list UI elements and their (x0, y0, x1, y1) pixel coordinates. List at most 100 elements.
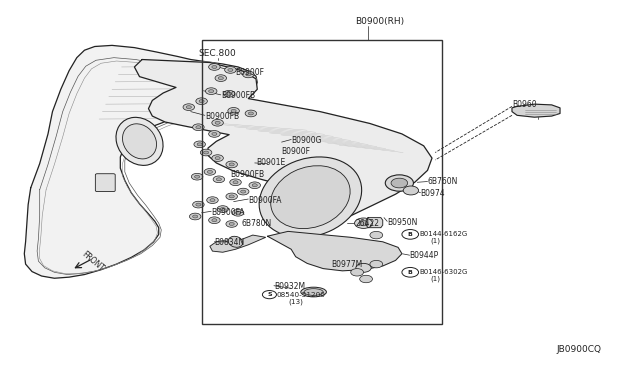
Circle shape (228, 108, 239, 114)
Circle shape (241, 190, 246, 193)
Text: B0144-6162G: B0144-6162G (419, 231, 467, 237)
Circle shape (210, 199, 215, 202)
Circle shape (215, 121, 220, 124)
Circle shape (220, 208, 225, 211)
Ellipse shape (116, 117, 163, 166)
Circle shape (189, 213, 201, 220)
Polygon shape (512, 104, 560, 117)
Text: 08540-51200: 08540-51200 (276, 292, 325, 298)
Circle shape (204, 151, 209, 154)
Circle shape (218, 77, 223, 80)
Circle shape (228, 68, 233, 71)
Text: B0900F: B0900F (282, 147, 310, 155)
Circle shape (226, 161, 237, 168)
Circle shape (212, 65, 217, 68)
Text: B0900FB: B0900FB (230, 170, 264, 179)
Circle shape (370, 260, 383, 268)
Text: B0932M: B0932M (274, 282, 305, 291)
Circle shape (186, 106, 191, 109)
Ellipse shape (301, 287, 326, 297)
Circle shape (231, 109, 236, 112)
Circle shape (209, 90, 214, 93)
Circle shape (193, 124, 204, 131)
Circle shape (226, 193, 237, 200)
Text: FRONT: FRONT (80, 249, 106, 273)
Circle shape (212, 155, 223, 161)
Text: 6B760N: 6B760N (428, 177, 458, 186)
Text: B0900G: B0900G (291, 136, 322, 145)
Text: B: B (408, 232, 413, 237)
Circle shape (213, 176, 225, 183)
Circle shape (193, 201, 204, 208)
Circle shape (252, 184, 257, 187)
Text: B0900FB: B0900FB (221, 92, 255, 100)
Circle shape (230, 179, 241, 186)
Text: (13): (13) (288, 298, 303, 305)
Circle shape (194, 141, 205, 148)
Circle shape (196, 126, 201, 129)
Ellipse shape (122, 124, 157, 159)
Circle shape (402, 267, 419, 277)
Text: (1): (1) (430, 238, 440, 244)
Circle shape (391, 178, 408, 188)
Bar (202, 40, 442, 324)
Circle shape (225, 67, 236, 73)
Text: B0146-6302G: B0146-6302G (419, 269, 468, 275)
Text: B0974: B0974 (420, 189, 445, 198)
Circle shape (249, 182, 260, 189)
Polygon shape (24, 45, 257, 278)
Polygon shape (210, 235, 266, 252)
Ellipse shape (304, 289, 323, 295)
Circle shape (212, 219, 217, 222)
Circle shape (243, 71, 254, 78)
Text: B0900FA: B0900FA (211, 208, 244, 217)
Circle shape (262, 291, 276, 299)
Text: B0977M: B0977M (332, 260, 363, 269)
Circle shape (356, 263, 371, 272)
Polygon shape (366, 218, 383, 228)
Circle shape (215, 75, 227, 81)
Circle shape (196, 98, 207, 105)
Text: B0900(RH): B0900(RH) (355, 17, 404, 26)
Circle shape (209, 217, 220, 224)
Circle shape (227, 92, 232, 95)
Circle shape (370, 231, 383, 239)
Polygon shape (268, 231, 402, 271)
Circle shape (191, 173, 203, 180)
Text: JB0900CQ: JB0900CQ (557, 345, 602, 354)
Text: B0901E: B0901E (256, 158, 285, 167)
Circle shape (217, 206, 228, 212)
Circle shape (229, 195, 234, 198)
Circle shape (229, 222, 234, 225)
Circle shape (195, 175, 200, 178)
Circle shape (216, 178, 221, 181)
Circle shape (229, 163, 234, 166)
Circle shape (248, 112, 253, 115)
Circle shape (199, 100, 204, 103)
Circle shape (209, 64, 220, 70)
Text: B0900FA: B0900FA (248, 196, 282, 205)
Circle shape (207, 197, 218, 203)
Circle shape (196, 203, 201, 206)
Circle shape (223, 90, 235, 97)
Circle shape (402, 230, 419, 239)
Text: B0950N: B0950N (387, 218, 417, 227)
Circle shape (205, 88, 217, 94)
Circle shape (351, 269, 364, 276)
Circle shape (232, 209, 244, 216)
Ellipse shape (228, 236, 243, 247)
Circle shape (246, 73, 251, 76)
Text: 6B780N: 6B780N (242, 219, 272, 228)
FancyBboxPatch shape (95, 174, 115, 192)
Circle shape (200, 149, 212, 156)
Text: (1): (1) (430, 276, 440, 282)
Circle shape (355, 218, 372, 228)
Circle shape (233, 181, 238, 184)
Circle shape (359, 221, 368, 226)
Circle shape (207, 170, 212, 173)
Circle shape (385, 175, 413, 191)
Ellipse shape (271, 166, 350, 229)
Circle shape (245, 110, 257, 117)
Circle shape (215, 157, 220, 160)
Text: B0960: B0960 (512, 100, 536, 109)
